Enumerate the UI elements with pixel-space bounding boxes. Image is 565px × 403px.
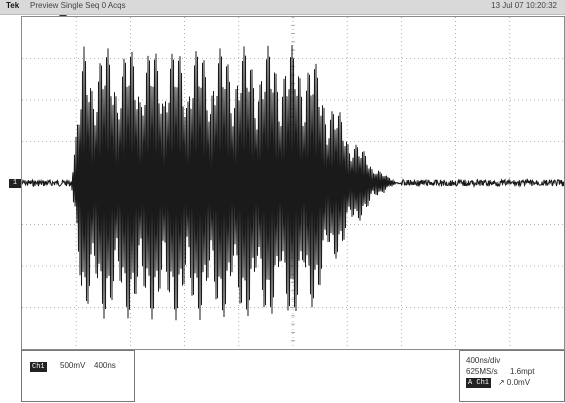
waveform-trace <box>21 45 565 321</box>
timestamp-label: 13 Jul 07 10:20:32 <box>491 1 557 10</box>
channel-readout-panel[interactable]: Ch1 500mV 400ns <box>21 350 135 402</box>
vertical-scale-value: 500mV <box>60 361 86 370</box>
sample-rate-value: 625MS/s <box>466 367 498 376</box>
brand-label: Tek <box>6 1 20 10</box>
waveform-display[interactable] <box>21 16 565 350</box>
trigger-source-tag: A Ch1 <box>466 378 492 388</box>
time-per-division-value: 400ns/div <box>466 356 501 365</box>
channel-tag: Ch1 <box>30 362 47 372</box>
record-length-value: 1.6mpt <box>510 367 535 376</box>
status-bar: Tek Preview Single Seq 0 Acqs 13 Jul 07 … <box>0 0 565 15</box>
channel-ground-marker-icon[interactable]: 1 <box>9 179 21 188</box>
trigger-level-value: ↗ 0.0mV <box>498 378 531 387</box>
acquisition-mode-label: Preview Single Seq 0 Acqs <box>30 1 126 10</box>
waveform-svg <box>21 16 565 349</box>
timebase-readout-panel[interactable]: 400ns/div 625MS/s 1.6mpt A Ch1 ↗ 0.0mV <box>459 350 565 402</box>
time-value: 400ns <box>94 361 116 370</box>
